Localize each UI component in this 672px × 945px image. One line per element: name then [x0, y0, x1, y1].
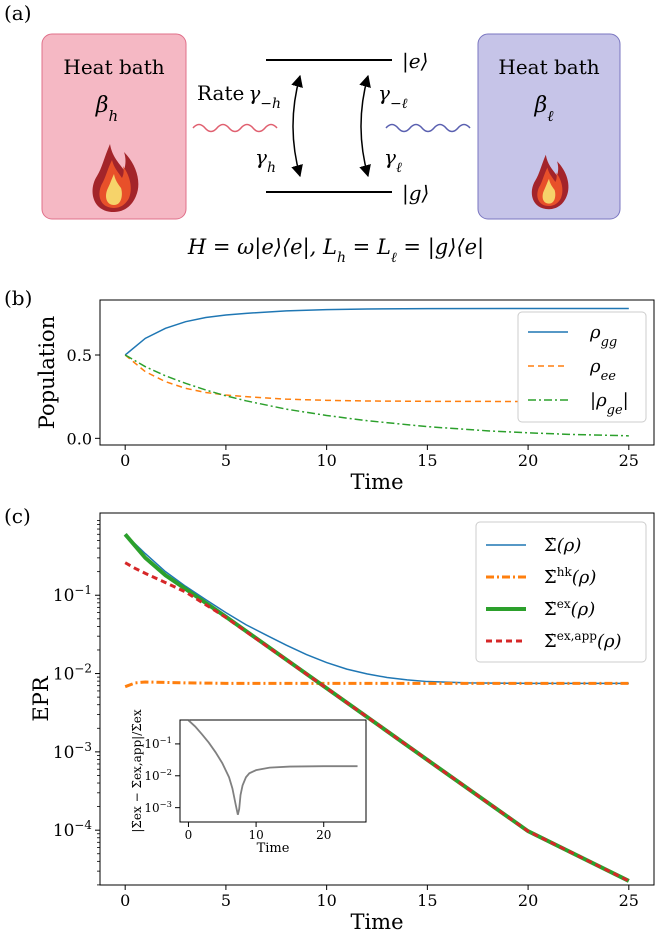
population-plot: 0 5 10 15 20 25 0.0 0.5 Time Population ρgg ρee |ρge…: [35, 299, 655, 494]
panel-b-label: (b): [4, 286, 32, 310]
left-bath-wave: [192, 123, 278, 133]
x-tick-label: 20: [518, 891, 538, 910]
y-axis-label: |Σ̇ex − Σ̇ex,app|/Σ̇ex: [130, 709, 144, 832]
x-tick-label: 0: [120, 451, 130, 470]
left-bath-title: Heat bath: [63, 55, 164, 79]
x-tick-label: 15: [417, 891, 437, 910]
x-tick-label: 25: [619, 451, 639, 470]
left-bath-beta: βh: [95, 93, 118, 125]
legend-label: Σ̇hk(ρ): [544, 565, 596, 588]
x-tick-label: 10: [248, 828, 263, 842]
flame-icon: [531, 154, 569, 210]
x-tick-label: 10: [316, 451, 336, 470]
y-tick-label: 0.0: [67, 429, 92, 448]
gamma-h-label: γh: [255, 145, 276, 176]
right-bath-title: Heat bath: [498, 55, 599, 79]
x-tick-label: 20: [316, 828, 331, 842]
series-line: [124, 561, 630, 883]
series-line: [124, 307, 629, 356]
relative-error-inset: 0 10 20 10−1 10−2 10−3 Time |Σ̇ex − Σ̇ex,app|/Σ…: [130, 709, 367, 856]
x-tick-label: 5: [221, 891, 231, 910]
hamiltonian-equation: H = ω|e⟩⟨e|, Lh = Lℓ = |g⟩⟨e|: [187, 235, 484, 266]
series-line: [124, 533, 629, 685]
legend-label: Σ̇(ρ): [544, 535, 581, 556]
right-bath-beta: βℓ: [534, 93, 554, 125]
y-tick-label: 10−3: [144, 799, 172, 815]
y-tick-label: 10−4: [53, 818, 92, 841]
legend-label: |ρge|: [590, 390, 629, 418]
legend-box: [517, 311, 647, 423]
rate-label: Rate γ−h: [197, 81, 281, 112]
legend-label: ρee: [589, 356, 616, 384]
left-heat-bath: Heat bath βh: [41, 33, 187, 220]
x-axis-label: Time: [350, 470, 403, 494]
y-tick-label: 10−1: [53, 583, 92, 606]
plot-frame: [99, 299, 655, 446]
x-axis-label: Time: [257, 841, 290, 856]
y-tick-label: 10−3: [53, 740, 92, 763]
panel-a-label: (a): [4, 1, 32, 25]
gamma-l-label: γℓ: [384, 145, 402, 176]
y-axis-label: Population: [35, 316, 59, 429]
inset-background: [180, 720, 366, 822]
series-line: [124, 354, 629, 437]
y-tick-label: 0.5: [67, 346, 92, 365]
y-tick-label: 10−1: [144, 735, 172, 751]
ket-e-label: |e⟩: [402, 49, 428, 74]
x-axis-label: Time: [350, 910, 403, 934]
epr-plot: 0 5 10 15 20 2510−110−210−310−4TimeEPRΣ̇(ρ)Σ̇…: [29, 512, 655, 934]
x-tick-label: 10: [316, 891, 336, 910]
y-tick-label: 10−2: [144, 767, 172, 783]
legend-label: ρgg: [589, 322, 617, 350]
ket-g-label: |g⟩: [402, 181, 429, 206]
y-tick-label: 10−2: [53, 661, 92, 684]
right-heat-bath: Heat bath βℓ: [477, 33, 621, 220]
x-tick-label: 20: [518, 451, 538, 470]
legend: ρgg ρee |ρge|: [517, 311, 647, 423]
legend-label: Σ̇ex,app(ρ): [544, 629, 622, 652]
legend-label: Σ̇ex(ρ): [544, 597, 595, 620]
y-axis-label: EPR: [29, 675, 53, 721]
panel-c-label: (c): [4, 504, 31, 528]
right-bath-wave: [385, 123, 471, 133]
x-tick-label: 25: [619, 891, 639, 910]
left-transition-arrow: [291, 74, 303, 178]
gamma-minus-l-label: γ−ℓ: [378, 81, 408, 112]
legend-box: [475, 521, 647, 663]
x-tick-label: 0: [120, 891, 130, 910]
flame-icon: [92, 144, 139, 212]
plot-frame: [99, 512, 655, 886]
series-line: [124, 354, 629, 403]
plot-frame: [179, 719, 367, 823]
left-bath-box: [41, 33, 187, 220]
series-line: [187, 719, 358, 815]
right-bath-box: [477, 33, 621, 220]
x-tick-label: 5: [221, 451, 231, 470]
x-tick-label: 15: [417, 451, 437, 470]
x-tick-label: 0: [185, 828, 193, 842]
series-line: [124, 680, 629, 689]
right-transition-arrow: [359, 74, 371, 178]
legend: Σ̇(ρ) Σ̇hk(ρ) Σ̇ex(ρ) Σ̇ex,app(ρ): [475, 521, 647, 663]
